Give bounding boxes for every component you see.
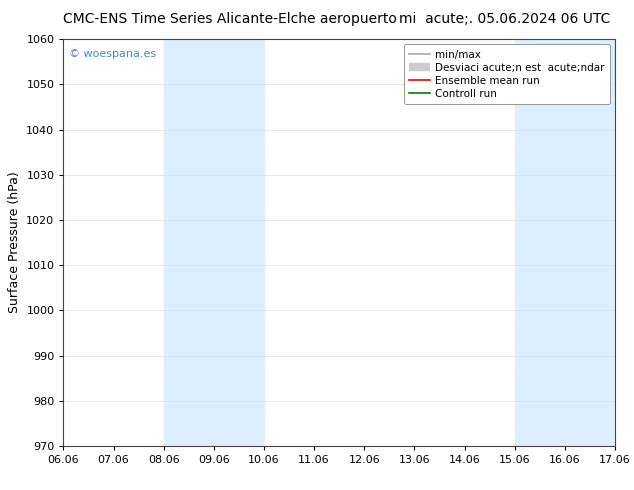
Text: © woespana.es: © woespana.es [69, 49, 156, 59]
Bar [164, 39, 264, 446]
Bar [515, 39, 615, 446]
Text: mi  acute;. 05.06.2024 06 UTC: mi acute;. 05.06.2024 06 UTC [399, 12, 611, 26]
Text: CMC-ENS Time Series Alicante-Elche aeropuerto: CMC-ENS Time Series Alicante-Elche aerop… [63, 12, 398, 26]
Y-axis label: Surface Pressure (hPa): Surface Pressure (hPa) [8, 172, 21, 314]
Legend: min/max, Desviaci acute;n est  acute;ndar, Ensemble mean run, Controll run: min/max, Desviaci acute;n est acute;ndar… [404, 45, 610, 104]
